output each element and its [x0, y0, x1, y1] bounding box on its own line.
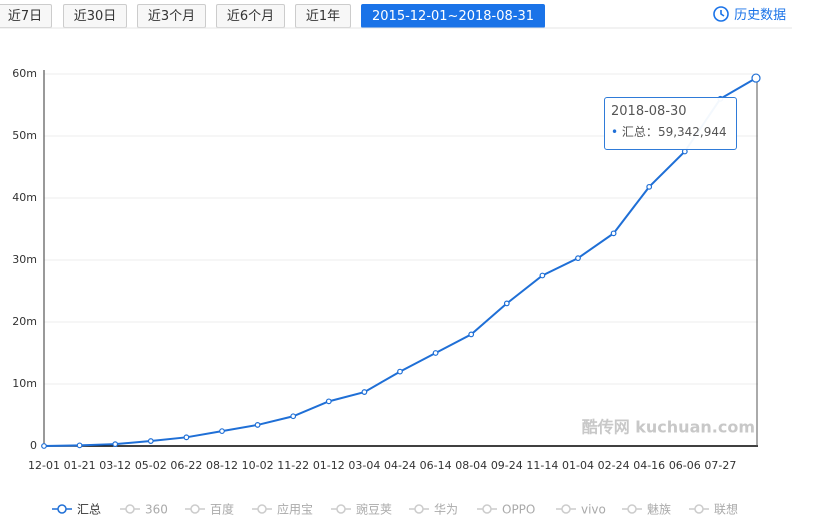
- data-point: [646, 183, 653, 190]
- x-tick-label: 12-01: [28, 459, 60, 472]
- x-tick-label: 09-24: [491, 459, 523, 472]
- legend-marker: [57, 504, 67, 514]
- data-point: [751, 73, 761, 83]
- legend-marker: [627, 504, 637, 514]
- x-tick-label: 03-12: [99, 459, 131, 472]
- legend-marker: [336, 504, 346, 514]
- legend-label: 百度: [210, 502, 234, 517]
- legend-label: 联想: [714, 502, 738, 517]
- legend-label: 应用宝: [277, 502, 313, 517]
- x-tick-label: 04-16: [633, 459, 665, 472]
- legend-label: 汇总: [77, 503, 101, 517]
- y-tick-label: 10m: [12, 377, 37, 390]
- data-point: [503, 300, 510, 307]
- tooltip: 2018-08-30 • 汇总：59,342,944: [604, 97, 737, 150]
- legend-marker: [190, 504, 200, 514]
- legend-marker: [414, 504, 424, 514]
- tooltip-value: 59,342,944: [657, 125, 727, 139]
- x-tick-label: 08-12: [206, 459, 238, 472]
- legend-label: 魅族: [647, 502, 671, 517]
- data-point: [575, 255, 581, 262]
- x-tick-label: 08-04: [455, 459, 487, 472]
- legend-label: vivo: [581, 503, 606, 517]
- legend-label: 360: [145, 503, 168, 517]
- data-point: [76, 442, 83, 449]
- legend-marker: [482, 504, 492, 514]
- range-tab[interactable]: 近1年: [295, 4, 351, 28]
- legend-marker: [694, 504, 704, 514]
- legend-label: OPPO: [502, 503, 535, 517]
- history-icon: [713, 6, 729, 22]
- history-text: 历史数据: [734, 8, 787, 23]
- x-tick-label: 11-14: [526, 459, 558, 472]
- data-point: [41, 443, 47, 449]
- tooltip-date: 2018-08-30: [611, 104, 687, 119]
- tooltip-row: • 汇总：59,342,944: [611, 125, 727, 139]
- legend-label: 华为: [434, 503, 458, 517]
- data-point: [147, 438, 154, 444]
- data-point: [183, 434, 190, 441]
- data-point: [610, 230, 617, 237]
- legend-marker: [125, 504, 135, 514]
- x-tick-label: 06-14: [420, 459, 452, 472]
- data-point: [468, 331, 475, 338]
- legend-marker: [561, 504, 571, 514]
- x-tick-label: 02-24: [598, 459, 630, 472]
- x-tick-label: 06-06: [669, 459, 701, 472]
- legend-label: 豌豆荚: [356, 502, 392, 517]
- x-tick-label: 01-04: [562, 459, 594, 472]
- range-tab[interactable]: 近7日: [0, 4, 52, 28]
- range-tab[interactable]: 近3个月: [137, 4, 206, 28]
- x-tick-label: 01-21: [64, 459, 96, 472]
- x-tick-label: 05-02: [135, 459, 167, 472]
- data-point: [432, 350, 439, 356]
- legend-marker: [257, 504, 267, 514]
- x-tick-label: 06-22: [170, 459, 202, 472]
- y-tick-label: 30m: [12, 253, 37, 266]
- y-tick-label: 60m: [12, 67, 37, 80]
- x-tick-label: 01-12: [313, 459, 345, 472]
- y-tick-label: 20m: [12, 315, 37, 328]
- x-tick-label: 07-27: [704, 459, 736, 472]
- tooltip-sep: ：: [645, 125, 658, 139]
- watermark: 酷传网 kuchuan.com: [582, 418, 755, 437]
- data-point: [219, 428, 225, 435]
- y-tick-label: 0: [30, 439, 37, 452]
- range-tab[interactable]: 近30日: [63, 4, 127, 28]
- data-point: [539, 272, 546, 279]
- data-point: [112, 441, 119, 448]
- x-tick-label: 04-24: [384, 459, 416, 472]
- data-point: [397, 368, 403, 375]
- data-point: [290, 413, 297, 420]
- data-point: [325, 398, 332, 405]
- x-tick-label: 03-04: [348, 459, 380, 472]
- x-tick-label: 10-02: [242, 459, 274, 472]
- y-tick-label: 40m: [12, 191, 37, 204]
- y-tick-label: 50m: [12, 129, 37, 142]
- tooltip-series: 汇总: [621, 125, 646, 139]
- data-point: [361, 389, 368, 395]
- history-button[interactable]: 历史数据: [712, 5, 786, 25]
- x-tick-label: 11-22: [277, 459, 309, 472]
- data-point: [254, 422, 261, 428]
